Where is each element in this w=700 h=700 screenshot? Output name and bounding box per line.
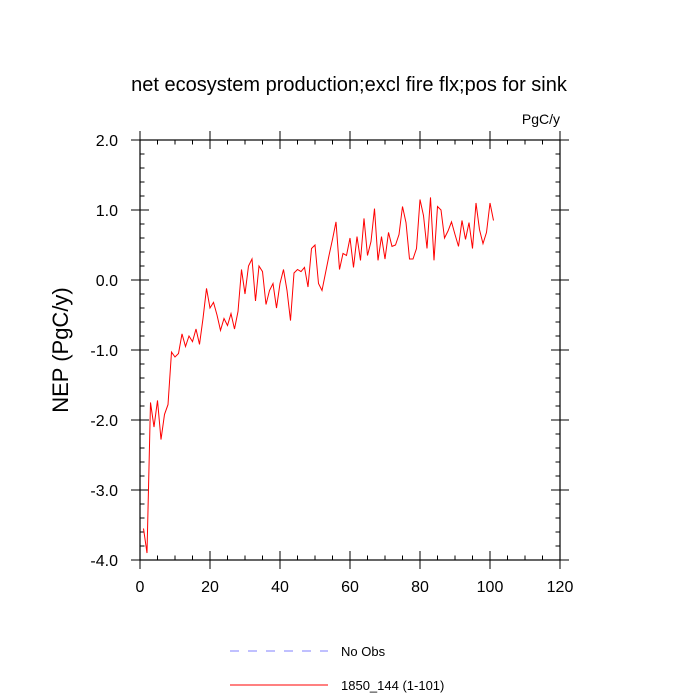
y-tick-label: -3.0 bbox=[90, 483, 118, 500]
chart-title: net ecosystem production;excl fire flx;p… bbox=[131, 74, 568, 96]
y-tick-label: -4.0 bbox=[90, 553, 118, 570]
y-tick-label: -1.0 bbox=[90, 343, 118, 360]
series-line-1 bbox=[143, 197, 494, 554]
y-tick-label: 0.0 bbox=[96, 273, 118, 290]
x-tick-label: 0 bbox=[136, 579, 145, 596]
y-tick-label: -2.0 bbox=[90, 413, 118, 430]
units-label: PgC/y bbox=[522, 111, 560, 127]
plot-frame bbox=[139, 139, 561, 561]
legend-label-no-obs: No Obs bbox=[341, 644, 386, 659]
x-tick-label: 60 bbox=[341, 579, 359, 596]
y-tick-label: 1.0 bbox=[96, 203, 118, 220]
legend-label-1850-144: 1850_144 (1-101) bbox=[341, 678, 444, 693]
axis-ticks bbox=[131, 131, 569, 569]
x-tick-label: 120 bbox=[547, 579, 574, 596]
x-tick-label: 40 bbox=[271, 579, 289, 596]
series-lines bbox=[143, 197, 494, 554]
plot-border bbox=[139, 139, 561, 561]
x-tick-label: 20 bbox=[201, 579, 219, 596]
y-tick-label: 2.0 bbox=[96, 133, 118, 150]
axis-tick-labels: 0 20 40 60 80 100 120 -4.0 -3.0 -2.0 -1.0 0.0 1.0 2.0 bbox=[90, 133, 573, 596]
x-tick-label: 80 bbox=[411, 579, 429, 596]
legend: No Obs 1850_144 (1-101) bbox=[230, 644, 444, 693]
x-tick-label: 100 bbox=[477, 579, 504, 596]
y-axis-label: NEP (PgC/y) bbox=[48, 287, 73, 413]
